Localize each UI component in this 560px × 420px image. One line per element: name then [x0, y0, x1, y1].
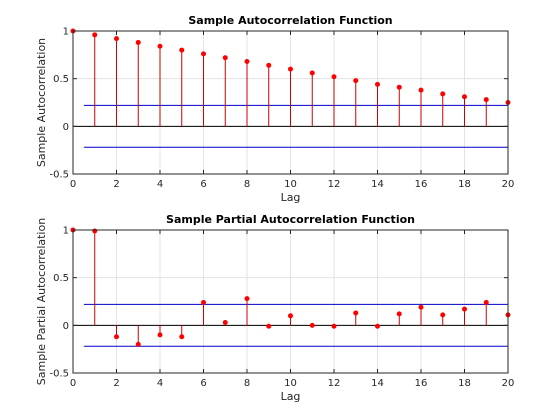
pacf-xtick-label-2: 4	[157, 378, 163, 389]
pacf-xtick-label-8: 16	[415, 378, 428, 389]
acf-ytick-label-0: -0.5	[49, 170, 69, 181]
pacf-point-17	[440, 312, 446, 318]
pacf-point-13	[353, 310, 359, 316]
acf-xtick-label-0: 0	[70, 179, 76, 190]
acf-point-12	[331, 74, 337, 80]
pacf-point-9	[266, 323, 272, 329]
pacf-plot: 0 2 4 6 8 10 12 14 16 18 20-0.500.51 Sample Partia…	[35, 213, 514, 403]
pacf-point-3	[135, 341, 141, 347]
acf-point-8	[244, 59, 250, 65]
acf-point-17	[440, 91, 446, 97]
pacf-point-2	[114, 334, 119, 340]
acf-title: Sample Autocorrelation Function	[188, 14, 392, 27]
acf-point-4	[157, 43, 163, 49]
acf-point-11	[309, 70, 315, 76]
acf-point-3	[135, 39, 141, 45]
acf-xtick-label-9: 18	[458, 179, 471, 190]
acf-point-14	[375, 81, 380, 87]
acf-xtick-label-8: 16	[415, 179, 428, 190]
pacf-point-11	[309, 322, 315, 328]
pacf-xtick-label-3: 6	[200, 378, 206, 389]
acf-plot: 0 2 4 6 8 10 12 14 16 18 20-0.500.51 Sample Autoco…	[35, 14, 514, 204]
acf-xtick-label-2: 4	[157, 179, 163, 190]
pacf-xtick-label-0: 0	[70, 378, 76, 389]
acf-xtick-label-3: 6	[200, 179, 206, 190]
pacf-point-5	[179, 334, 185, 340]
acf-point-1	[92, 32, 98, 38]
pacf-ylabel: Sample Partial Autocorrelation	[35, 218, 48, 385]
acf-point-10	[288, 66, 293, 72]
acf-xlabel: Lag	[281, 191, 301, 204]
pacf-point-18	[462, 306, 467, 312]
acf-point-18	[462, 94, 467, 100]
pacf-point-6	[201, 299, 206, 305]
acf-ytick-label-3: 1	[63, 27, 69, 38]
pacf-xtick-label-10: 20	[502, 378, 515, 389]
pacf-title: Sample Partial Autocorrelation Function	[166, 213, 415, 226]
pacf-xtick-label-4: 8	[244, 378, 250, 389]
acf-xtick-label-7: 14	[371, 179, 384, 190]
acf-point-9	[266, 62, 272, 68]
pacf-xtick-label-1: 2	[113, 378, 119, 389]
pacf-point-12	[331, 323, 337, 329]
acf-point-15	[396, 84, 402, 90]
acf-xtick-label-10: 20	[502, 179, 515, 190]
pacf-xlabel: Lag	[281, 390, 301, 403]
pacf-point-19	[483, 299, 489, 305]
pacf-point-15	[396, 311, 402, 317]
pacf-point-16	[418, 304, 424, 310]
pacf-point-7	[222, 319, 228, 325]
pacf-ytick-label-1: 0	[63, 321, 69, 332]
pacf-point-4	[157, 332, 163, 338]
acf-point-16	[418, 87, 424, 93]
pacf-ytick-label-0: -0.5	[49, 369, 69, 380]
pacf-xtick-label-6: 12	[328, 378, 341, 389]
pacf-xtick-label-9: 18	[458, 378, 471, 389]
pacf-xtick-label-5: 10	[284, 378, 297, 389]
acf-ytick-label-1: 0	[63, 122, 69, 133]
pacf-point-10	[288, 313, 293, 319]
acf-point-13	[353, 78, 359, 84]
pacf-ytick-label-3: 1	[63, 226, 69, 237]
acf-ytick-label-2: 0.5	[53, 74, 69, 85]
pacf-point-8	[244, 296, 250, 302]
acf-point-7	[222, 55, 228, 61]
acf-xtick-label-5: 10	[284, 179, 297, 190]
acf-xtick-label-4: 8	[244, 179, 250, 190]
acf-point-19	[483, 97, 489, 103]
acf-point-5	[179, 47, 185, 53]
acf-xtick-label-1: 2	[113, 179, 119, 190]
acf-xtick-label-6: 12	[328, 179, 341, 190]
pacf-xtick-label-7: 14	[371, 378, 384, 389]
pacf-point-14	[375, 323, 380, 329]
pacf-ytick-label-2: 0.5	[53, 273, 69, 284]
acf-point-6	[201, 51, 206, 57]
acf-ylabel: Sample Autocorrelation	[35, 38, 48, 167]
acf-point-2	[114, 36, 119, 42]
